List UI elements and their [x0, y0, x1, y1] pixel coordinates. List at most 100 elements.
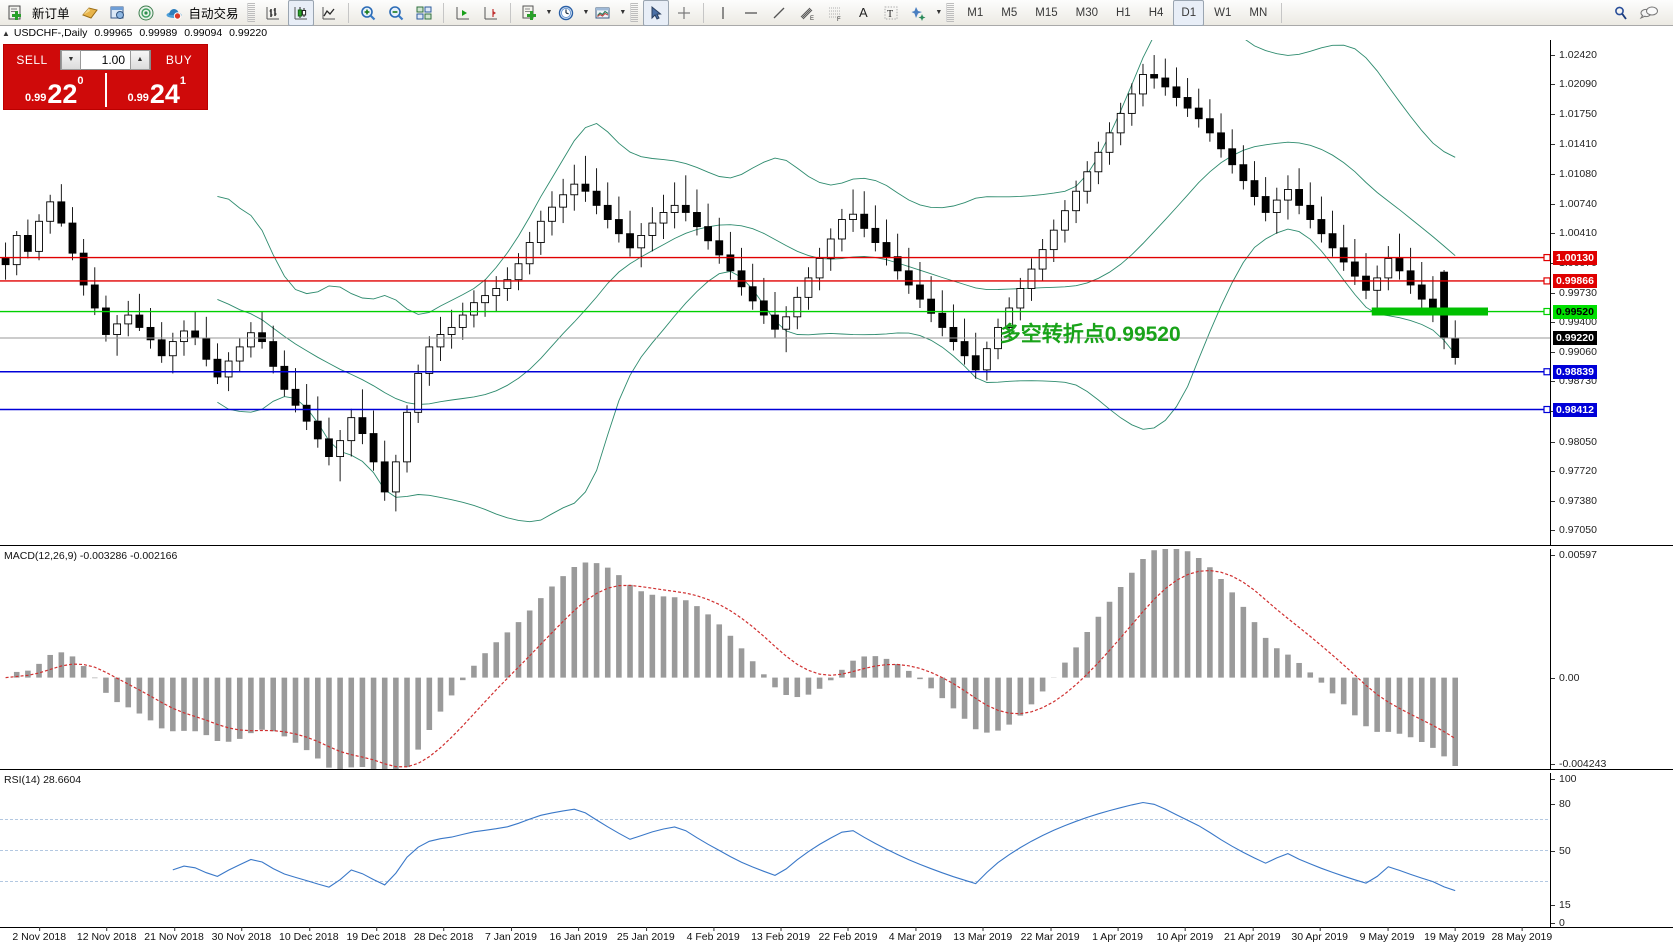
timeframe-m30[interactable]: M30	[1075, 6, 1098, 19]
time-axis-label: 19 Dec 2018	[346, 927, 406, 943]
auto-trading-label[interactable]: 自动交易	[188, 7, 239, 21]
buy-button[interactable]: BUY	[165, 52, 193, 67]
periods-icon[interactable]	[553, 0, 579, 26]
buy-price-fraction: 1	[179, 75, 187, 87]
periods-dropdown-caret[interactable]: ▼	[582, 9, 590, 16]
indicators-dropdown-caret[interactable]: ▼	[545, 9, 553, 16]
tile-windows-icon[interactable]	[411, 0, 437, 26]
templates-dropdown-caret[interactable]: ▼	[619, 9, 627, 16]
time-axis-label: 13 Feb 2019	[751, 927, 811, 943]
time-axis-label: 30 Apr 2019	[1291, 927, 1349, 943]
volume-increase-button[interactable]: ▲	[130, 49, 150, 70]
timeframe-mn[interactable]: MN	[1249, 6, 1268, 19]
time-axis-label: 4 Mar 2019	[888, 927, 942, 943]
time-axis-label: 10 Apr 2019	[1156, 927, 1214, 943]
time-axis[interactable]: 2 Nov 2018 12 Nov 2018 21 Nov 2018 30 Nov 2…	[0, 927, 1673, 952]
text-icon[interactable]: A	[859, 5, 868, 20]
svg-text:T: T	[887, 9, 893, 20]
sell-price[interactable]: 0.99 22 0	[4, 71, 105, 109]
terminal-icon[interactable]	[77, 0, 103, 26]
price-tick: 0.99060	[1551, 346, 1597, 358]
buy-price[interactable]: 0.99 24 1	[107, 71, 208, 109]
timeframe-h1[interactable]: H1	[1116, 6, 1131, 19]
cursor-icon[interactable]	[643, 0, 670, 26]
rsi-pane[interactable]: RSI(14) 28.6604 100 80 50 15 0	[0, 773, 1673, 929]
new-order-icon[interactable]	[3, 0, 29, 26]
macd-tick: -0.004243	[1551, 758, 1606, 770]
timeframe-h4[interactable]: H4	[1148, 6, 1164, 19]
timeframe-m1[interactable]: M1	[967, 6, 984, 19]
price-pane[interactable]: 1.02420 1.02090 1.01750 1.01410 1.01080 1.007…	[0, 40, 1673, 545]
one-click-trading-panel[interactable]: SELL ▼ 1.00 ▲ BUY 0.99 22 0 0.99 24 1	[3, 44, 208, 110]
navigator-icon[interactable]	[133, 0, 159, 26]
price-tick: 1.00410	[1551, 227, 1597, 239]
support-line-1-label[interactable]: 0.98839	[1553, 364, 1597, 379]
support-line-2-label[interactable]: 0.98412	[1553, 402, 1597, 417]
price-plot-region[interactable]	[0, 40, 1550, 545]
auto-scroll-icon[interactable]	[450, 0, 476, 26]
line-chart-icon[interactable]	[316, 0, 342, 26]
time-axis-label: 22 Mar 2019	[1020, 927, 1080, 943]
timeframe-d1[interactable]: D1	[1173, 0, 1205, 26]
bar-chart-icon[interactable]	[260, 0, 286, 26]
main-toolbar: 新订单 自动交易	[0, 0, 1673, 26]
candlestick-chart-icon[interactable]	[287, 0, 314, 26]
price-tick: 0.99730	[1551, 287, 1597, 299]
price-tick: 1.01750	[1551, 108, 1597, 120]
macd-scale[interactable]: 0.00597 0.00 -0.004243	[1550, 549, 1673, 770]
current-price-line-label[interactable]: 0.99220	[1553, 331, 1597, 346]
data-window-icon[interactable]	[105, 0, 131, 26]
shapes-dropdown-caret[interactable]: ▼	[935, 9, 943, 16]
timeframe-m15[interactable]: M15	[1035, 6, 1058, 19]
rsi-scale[interactable]: 100 80 50 15 0	[1550, 773, 1673, 929]
collapse-triangle-icon[interactable]: ▲	[2, 28, 10, 38]
templates-icon[interactable]	[590, 0, 616, 26]
shapes-icon[interactable]	[906, 0, 932, 26]
volume-value[interactable]: 1.00	[101, 52, 125, 67]
macd-plot-region[interactable]	[0, 549, 1550, 769]
zoom-in-icon[interactable]	[355, 0, 381, 26]
zoom-out-icon[interactable]	[383, 0, 409, 26]
horizontal-line-icon[interactable]	[738, 0, 764, 26]
timeframe-m5[interactable]: M5	[1001, 6, 1018, 19]
chart-ohlc-values: 0.99965 0.99989 0.99094 0.99220	[94, 27, 271, 39]
indicators-icon[interactable]	[517, 0, 543, 26]
price-tick: 0.98050	[1551, 436, 1597, 448]
time-axis-label: 28 May 2019	[1491, 927, 1553, 943]
time-axis-label: 12 Nov 2018	[76, 927, 137, 943]
toolbar-separator	[246, 3, 255, 22]
volume-stepper[interactable]: ▼ 1.00 ▲	[60, 49, 151, 70]
new-order-label[interactable]: 新订单	[32, 7, 70, 21]
svg-text:F: F	[837, 17, 841, 22]
timeframe-w1[interactable]: W1	[1214, 6, 1232, 19]
trade-panel-divider	[104, 73, 107, 107]
macd-pane[interactable]: MACD(12,26,9) -0.003286 -0.002166 0.0059…	[0, 549, 1673, 770]
sell-button[interactable]: SELL	[16, 52, 48, 67]
time-axis-label: 16 Jan 2019	[549, 927, 608, 943]
chat-icon[interactable]	[1636, 0, 1662, 26]
rsi-tick: 80	[1551, 798, 1571, 810]
vertical-line-icon[interactable]	[710, 0, 736, 26]
price-scale[interactable]: 1.02420 1.02090 1.01750 1.01410 1.01080 1.007…	[1550, 40, 1673, 545]
ohlc-low: 0.99094	[184, 27, 223, 39]
time-axis-label: 10 Dec 2018	[279, 927, 339, 943]
rsi-plot-region[interactable]	[0, 773, 1550, 928]
trendline-icon[interactable]	[766, 0, 792, 26]
time-axis-label: 22 Feb 2019	[818, 927, 878, 943]
pivot-line-label[interactable]: 0.99520	[1553, 304, 1597, 319]
equidistant-channel-icon[interactable]: E	[794, 0, 820, 26]
search-icon[interactable]	[1608, 0, 1634, 26]
chart-shift-icon[interactable]	[478, 0, 504, 26]
crosshair-icon[interactable]	[671, 0, 697, 26]
resistance-line-1-label[interactable]: 1.00130	[1553, 250, 1597, 265]
trade-panel-top-row: SELL ▼ 1.00 ▲ BUY	[4, 45, 207, 71]
text-label-icon[interactable]: T	[878, 0, 904, 26]
resistance-line-2-label[interactable]: 0.99866	[1553, 273, 1597, 288]
macd-chart-svg	[5, 549, 1459, 769]
expert-advisor-icon[interactable]	[161, 0, 187, 26]
fibonacci-icon[interactable]: F	[822, 0, 848, 26]
time-axis-label: 1 Apr 2019	[1092, 927, 1143, 943]
price-tick: 0.97380	[1551, 495, 1597, 507]
macd-tick: 0.00	[1551, 672, 1579, 684]
volume-decrease-button[interactable]: ▼	[61, 49, 81, 70]
